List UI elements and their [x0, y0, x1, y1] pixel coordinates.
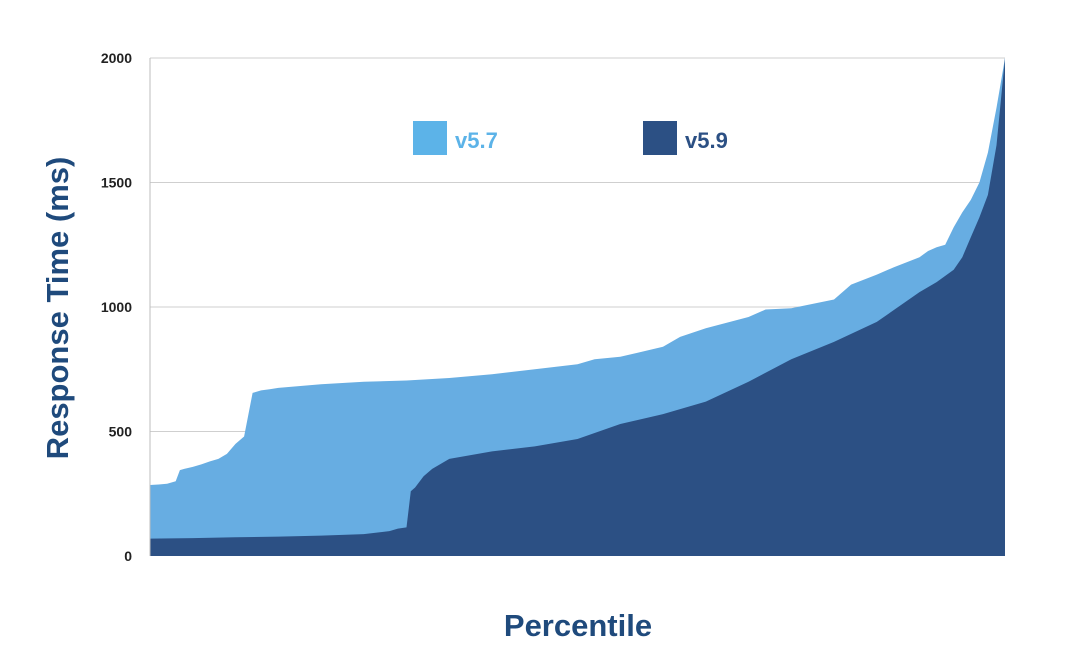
- y-tick-label-1500: 1500: [101, 175, 132, 191]
- y-axis-title: Response Time (ms): [40, 157, 75, 460]
- y-tick-label-500: 500: [109, 424, 133, 440]
- legend-label-v5-9: v5.9: [685, 128, 728, 153]
- axis-layer: 0 500 1000 1500 2000: [101, 50, 151, 564]
- legend: v5.7 v5.9: [413, 121, 728, 155]
- legend-swatch-v5-9: [643, 121, 677, 155]
- y-tick-label-1000: 1000: [101, 299, 132, 315]
- legend-label-v5-7: v5.7: [455, 128, 498, 153]
- area-series-v5-9: [150, 58, 1005, 556]
- x-axis-title: Percentile: [504, 608, 652, 643]
- y-tick-label-0: 0: [124, 548, 132, 564]
- area-layer: [150, 58, 1005, 556]
- legend-swatch-v5-7: [413, 121, 447, 155]
- y-tick-label-2000: 2000: [101, 50, 132, 66]
